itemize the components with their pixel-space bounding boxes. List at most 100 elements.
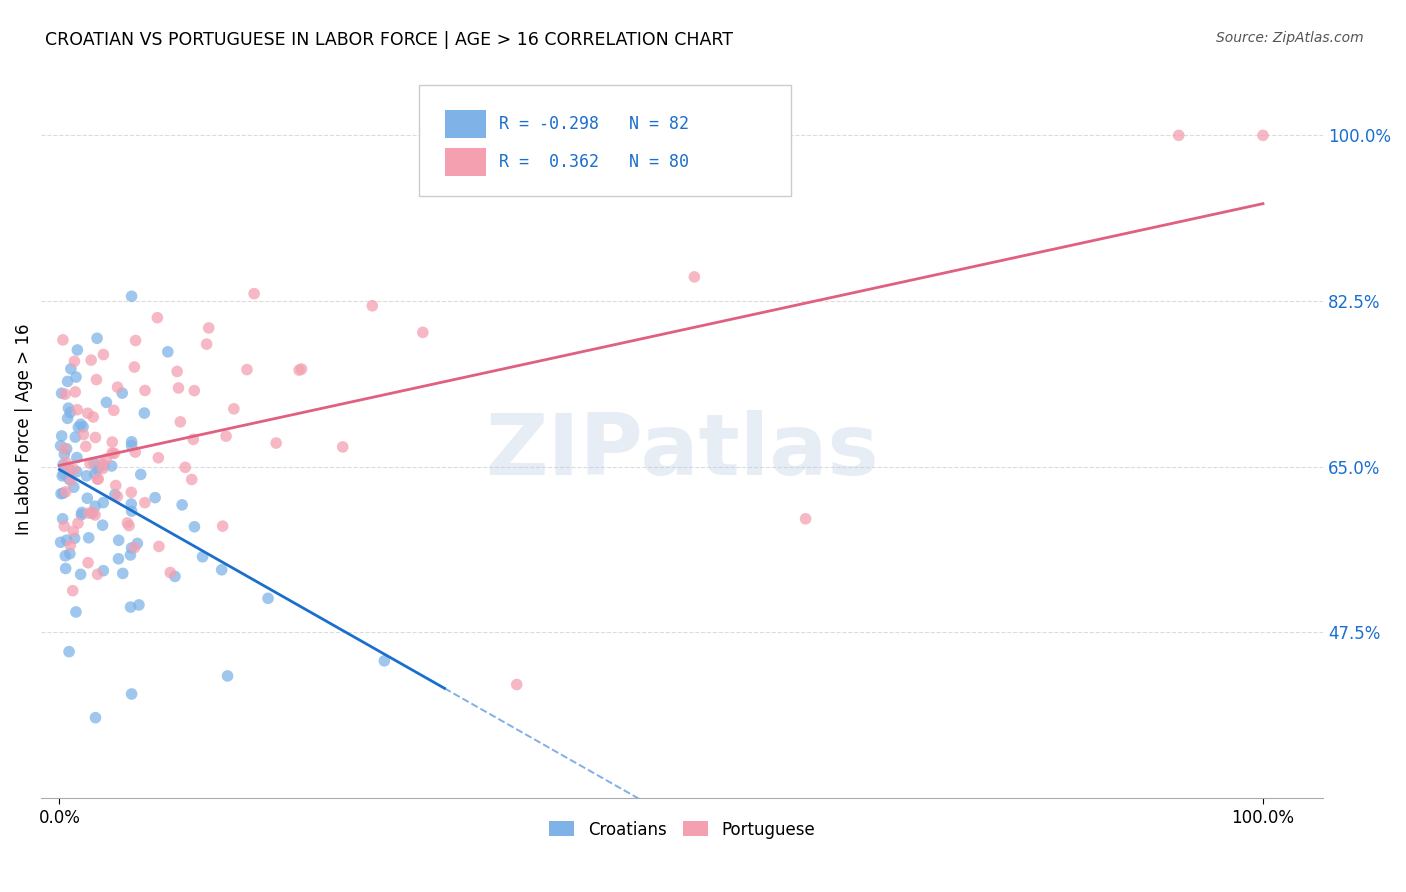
Point <box>55 442 77 456</box>
Point <box>82 506 104 520</box>
Point <box>63 531 86 545</box>
Point <box>159 566 181 580</box>
Point <box>86 472 108 486</box>
Point <box>1167 128 1189 143</box>
Point <box>58 401 80 416</box>
Point <box>103 403 125 417</box>
Point <box>52 512 75 526</box>
Point <box>121 687 143 701</box>
Point <box>166 364 188 378</box>
Point <box>63 462 86 476</box>
Point <box>55 561 77 575</box>
Point <box>217 669 239 683</box>
Text: Source: ZipAtlas.com: Source: ZipAtlas.com <box>1216 31 1364 45</box>
Point <box>124 359 146 374</box>
Point <box>167 381 190 395</box>
Point <box>49 486 72 500</box>
Point <box>222 401 245 416</box>
Point <box>56 463 79 477</box>
Point <box>53 442 76 456</box>
Point <box>55 455 77 469</box>
Point <box>77 531 100 545</box>
Point <box>195 337 218 351</box>
Point <box>107 551 129 566</box>
Point <box>84 430 107 444</box>
Point <box>127 536 149 550</box>
Point <box>72 427 94 442</box>
Y-axis label: In Labor Force | Age > 16: In Labor Force | Age > 16 <box>15 323 32 534</box>
Point <box>49 535 72 549</box>
Point <box>86 567 108 582</box>
Point <box>59 547 82 561</box>
Point <box>243 286 266 301</box>
Point <box>65 384 87 399</box>
Point <box>77 556 100 570</box>
Point <box>52 467 75 481</box>
Point <box>56 411 79 425</box>
Point <box>65 430 87 444</box>
Point <box>148 540 170 554</box>
Point <box>91 495 114 509</box>
Point <box>63 354 86 368</box>
Point <box>96 452 118 467</box>
Legend: Croatians, Portuguese: Croatians, Portuguese <box>543 814 823 846</box>
Point <box>120 485 142 500</box>
Point <box>56 375 79 389</box>
Point <box>794 512 817 526</box>
Point <box>121 289 143 303</box>
Point <box>104 478 127 492</box>
Point <box>120 548 142 562</box>
Point <box>67 420 90 434</box>
Point <box>69 567 91 582</box>
Point <box>52 486 75 500</box>
Point <box>59 474 82 488</box>
Point <box>191 549 214 564</box>
Point <box>683 269 706 284</box>
Point <box>82 410 104 425</box>
Point <box>91 518 114 533</box>
Point <box>143 491 166 505</box>
Point <box>288 363 311 377</box>
Point <box>156 344 179 359</box>
Point <box>59 463 82 477</box>
Point <box>86 331 108 345</box>
Point <box>86 462 108 476</box>
Point <box>62 583 84 598</box>
Point <box>86 373 108 387</box>
Point <box>361 299 384 313</box>
Point <box>134 384 156 398</box>
Point <box>257 591 280 606</box>
Point <box>70 508 93 522</box>
Point <box>65 605 87 619</box>
Point <box>55 533 77 548</box>
Point <box>83 467 105 481</box>
Point <box>87 472 110 486</box>
Point <box>76 468 98 483</box>
Point <box>66 402 89 417</box>
Point <box>134 406 156 420</box>
Point <box>72 419 94 434</box>
Point <box>163 569 186 583</box>
Point <box>93 348 115 362</box>
Point <box>121 541 143 555</box>
Point <box>59 405 82 419</box>
Point <box>77 506 100 520</box>
Point <box>211 519 233 533</box>
Point <box>506 677 529 691</box>
Point <box>79 457 101 471</box>
Point <box>197 321 219 335</box>
Text: ZIPatlas: ZIPatlas <box>485 409 879 492</box>
Point <box>121 438 143 452</box>
Point <box>111 566 134 581</box>
Point <box>183 520 205 534</box>
Point <box>128 598 150 612</box>
Point <box>412 326 434 340</box>
Point <box>96 395 118 409</box>
Point <box>120 497 142 511</box>
Point <box>66 516 89 530</box>
Point <box>264 436 287 450</box>
Point <box>181 433 204 447</box>
Point <box>134 496 156 510</box>
Point <box>236 362 259 376</box>
Text: CROATIAN VS PORTUGUESE IN LABOR FORCE | AGE > 16 CORRELATION CHART: CROATIAN VS PORTUGUESE IN LABOR FORCE | … <box>45 31 733 49</box>
